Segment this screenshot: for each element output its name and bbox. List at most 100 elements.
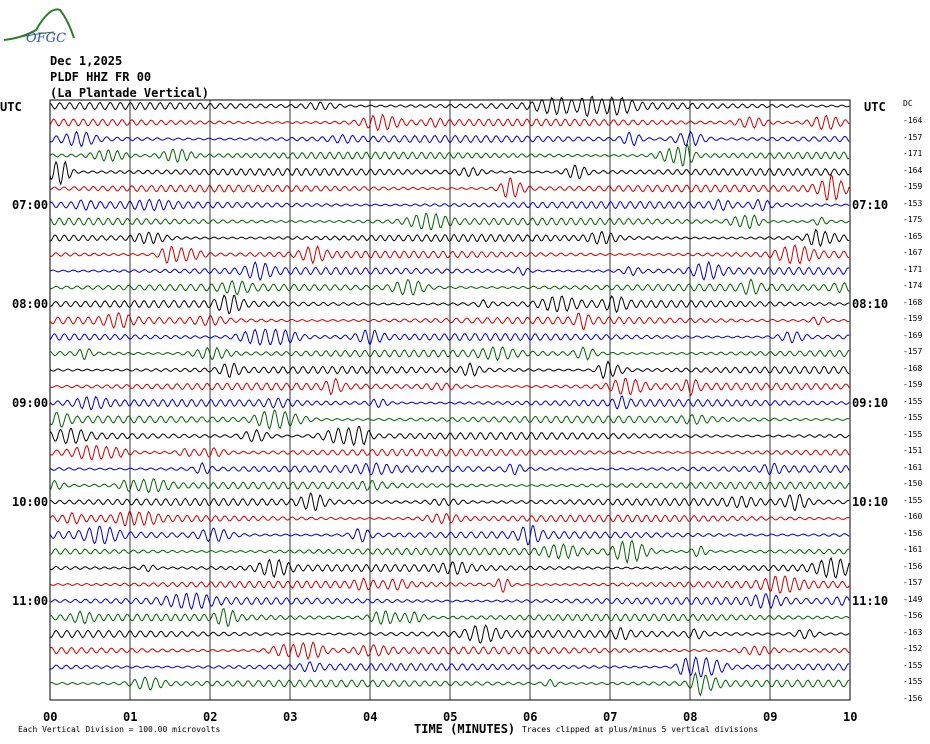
dc-offset-label: -159 <box>903 380 923 389</box>
seismic-trace <box>49 575 850 594</box>
seismic-trace <box>49 328 850 346</box>
seismic-trace <box>49 173 850 202</box>
seismic-trace <box>49 510 850 527</box>
hour-label-right: 09:10 <box>852 396 889 410</box>
ofgc-logo: OFGC <box>3 8 75 46</box>
seismic-trace <box>49 608 850 627</box>
dc-offset-label: -155 <box>903 677 923 686</box>
seismic-trace <box>49 377 850 397</box>
logo-text: OFGC <box>26 31 66 46</box>
seismic-trace <box>49 360 850 380</box>
seismic-trace <box>49 142 850 167</box>
dc-offset-label: -155 <box>903 413 923 422</box>
dc-offset-label: -157 <box>903 132 923 142</box>
dc-offset-label: -167 <box>903 248 923 257</box>
x-tick-label: 03 <box>283 710 298 724</box>
dc-label: DC <box>903 99 913 108</box>
dc-offset-label: -151 <box>903 446 923 455</box>
seismic-trace <box>49 311 850 331</box>
x-tick-label: 06 <box>523 710 538 724</box>
dc-offset-label: -156 <box>903 693 923 703</box>
dc-offset-label: -155 <box>903 429 923 439</box>
dc-offset-label: -152 <box>903 644 923 653</box>
dc-offset-label: -155 <box>903 495 923 505</box>
x-tick-label: 05 <box>443 710 458 724</box>
x-tick-label: 07 <box>603 710 618 724</box>
seismic-trace <box>49 592 850 610</box>
seismic-trace <box>49 113 850 132</box>
seismic-trace <box>49 478 850 494</box>
dc-offset-label: -171 <box>903 264 923 274</box>
seismic-trace <box>49 95 850 117</box>
seismic-trace <box>49 278 850 296</box>
x-tick-label: 10 <box>843 710 858 724</box>
dc-offset-label: -159 <box>903 182 923 191</box>
seismic-trace <box>49 525 850 546</box>
x-tick-label: 04 <box>363 710 378 724</box>
dc-offset-label: -168 <box>903 297 923 307</box>
dc-offset-label: -161 <box>903 462 923 472</box>
hour-label-right: 08:10 <box>852 297 889 311</box>
hour-label-left: 08:00 <box>12 297 49 311</box>
seismic-trace <box>49 130 850 148</box>
hour-label-right: 11:10 <box>852 594 889 608</box>
hour-label-left: 07:00 <box>12 198 49 212</box>
hour-label-right: 07:10 <box>852 198 889 212</box>
clip-note: Traces clipped at plus/minus 5 vertical … <box>522 725 759 734</box>
dc-offset-label: -168 <box>903 363 923 373</box>
x-tick-label: 08 <box>683 710 698 724</box>
seismic-trace <box>49 425 850 447</box>
dc-offset-label: -171 <box>903 149 923 158</box>
seismic-trace <box>49 160 850 186</box>
dc-offset-label: -155 <box>903 660 923 670</box>
seismic-trace <box>49 671 850 697</box>
dc-offset-label: -169 <box>903 330 923 340</box>
dc-offset-label: -153 <box>903 198 923 208</box>
seismic-trace <box>49 228 850 248</box>
dc-offset-label: -159 <box>903 314 923 323</box>
dc-offset-label: -175 <box>903 215 923 224</box>
site-label: (La Plantade Vertical) <box>50 86 209 100</box>
scale-note: Each Vertical Division = 100.00 microvol… <box>18 725 221 734</box>
utc-left-label: UTC <box>0 100 22 114</box>
dc-offset-label: -150 <box>903 479 923 488</box>
seismic-trace <box>49 409 850 430</box>
dc-offset-label: -156 <box>903 561 923 571</box>
dc-offset-label: -155 <box>903 396 923 406</box>
hour-label-right: 10:10 <box>852 495 889 509</box>
x-tick-label: 09 <box>763 710 778 724</box>
seismic-trace <box>49 444 850 461</box>
station-label: PLDF HHZ FR 00 <box>50 70 152 84</box>
dc-offset-label: -157 <box>903 578 923 587</box>
seismic-trace <box>50 294 850 315</box>
utc-right-label: UTC <box>864 100 886 114</box>
dc-offset-label: -164 <box>903 165 923 175</box>
dc-offset-label: -163 <box>903 627 923 637</box>
dc-offset-label: -174 <box>903 281 923 290</box>
seismic-trace <box>49 198 850 212</box>
seismic-trace <box>49 395 850 411</box>
seismic-trace <box>49 556 850 579</box>
dc-offset-label: -160 <box>903 512 923 521</box>
seismic-trace <box>49 492 850 512</box>
x-tick-label: 01 <box>123 710 138 724</box>
dc-offset-label: -161 <box>903 545 923 554</box>
hour-label-left: 11:00 <box>12 594 49 608</box>
hour-label-left: 09:00 <box>12 396 49 410</box>
dc-offset-label: -157 <box>903 347 923 356</box>
dc-offset-label: -165 <box>903 231 923 241</box>
seismic-trace <box>49 345 850 362</box>
seismic-trace <box>49 260 850 282</box>
hour-label-left: 10:00 <box>12 495 49 509</box>
seismic-trace <box>49 213 850 231</box>
seismic-trace <box>49 244 850 265</box>
dc-offset-label: -156 <box>903 611 923 620</box>
x-tick-label: 00 <box>43 710 58 724</box>
dc-offset-label: -156 <box>903 528 923 538</box>
seismic-trace <box>49 539 850 565</box>
seismic-trace <box>49 462 850 476</box>
dc-offset-label: -164 <box>903 116 923 125</box>
seismic-trace <box>49 624 850 644</box>
dc-offset-label: -149 <box>903 594 923 604</box>
